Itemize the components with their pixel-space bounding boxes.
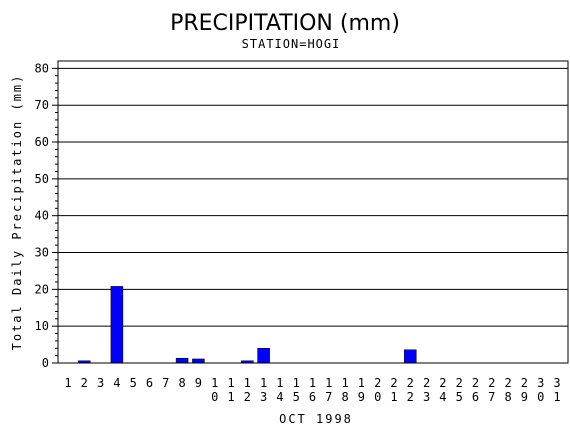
x-tick-label: 8 [178,376,185,390]
y-tick-label: 20 [35,282,49,296]
x-axis-label: OCT 1998 [279,412,353,426]
y-axis-label: Total Daily Precipitation (mm) [10,74,24,351]
bar-oct-4 [110,286,124,364]
x-tick-label: 1 [64,376,71,390]
y-tick-label: 40 [35,209,49,223]
x-tick-label: 9 [195,376,202,390]
x-tick-label: 3 [97,376,104,390]
y-axis: 0 10 20 30 40 50 60 70 80 [35,61,58,370]
x-tick-label: 4 [113,376,120,390]
y-tick-label: 80 [35,61,49,75]
x-axis: 1 2 3 4 5 6 7 8 9 1 01 11 21 31 41 51 61 71 81 92 02 12 22 32 42… [64,376,560,404]
x-tick-label: 5 [130,376,137,390]
plot-frame [57,60,569,364]
bars [78,286,417,364]
x-tick-label: 2 [81,376,88,390]
y-tick-label: 70 [35,98,49,112]
chart-title: PRECIPITATION (mm) [170,11,400,36]
bar-oct-13 [257,348,270,364]
x-tick-label: 6 [146,376,153,390]
y-tick-label: 10 [35,319,49,333]
bar-oct-9 [192,358,205,364]
y-tick-label: 50 [35,172,49,186]
chart-subtitle: STATION=HOGI [242,37,341,51]
grid-lines [58,67,568,327]
y-tick-label: 60 [35,135,49,149]
x-tick-label: 7 [162,376,169,390]
y-tick-label: 0 [42,356,49,370]
y-tick-label: 30 [35,246,49,260]
bar-oct-22 [404,349,417,364]
bar-oct-8 [175,357,189,364]
